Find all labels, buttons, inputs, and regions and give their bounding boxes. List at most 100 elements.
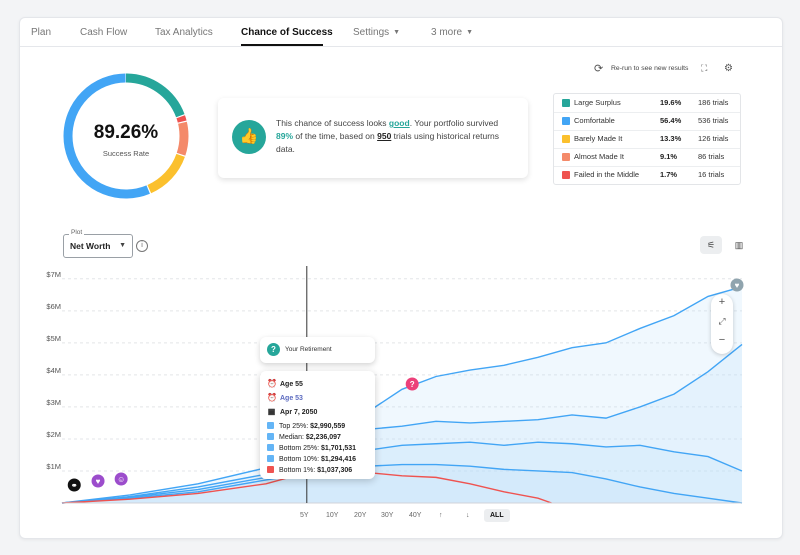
tab-plan[interactable]: Plan	[31, 27, 52, 38]
y-tick-label: $5M	[46, 334, 61, 343]
outcome-trials: 536 trials	[698, 116, 729, 125]
event-marker-icon[interactable]	[67, 478, 81, 492]
zoom-out-button[interactable]: −	[718, 334, 726, 346]
swatch	[267, 444, 274, 451]
range-all-button[interactable]: ALL	[484, 509, 510, 522]
tooltip-age-spouse-text: Age 53	[280, 395, 303, 402]
outcome-name: Failed in the Middle	[574, 170, 640, 179]
success-message: This chance of success looks good. Your …	[276, 117, 516, 156]
chart-settings-sliders-icon[interactable]: ⚟	[700, 236, 722, 254]
outcome-percent: 13.3%	[660, 134, 682, 143]
event-marker-icon-glyph: ☺	[117, 475, 125, 484]
outcome-name: Almost Made It	[574, 152, 625, 161]
donut-segment	[63, 73, 189, 199]
series-area	[62, 286, 742, 503]
zoom-in-button[interactable]: +	[718, 296, 726, 308]
outcome-trials: 86 trials	[698, 152, 725, 161]
tooltip-row-label: Median:	[279, 434, 306, 441]
plot-select-value: Net Worth	[70, 241, 111, 251]
chevron-down-icon: ▼	[119, 242, 126, 249]
event-marker-icon[interactable]	[114, 472, 128, 486]
event-marker-icon-glyph: ♥	[96, 477, 101, 486]
y-tick-label: $1M	[46, 462, 61, 471]
tooltip-age-primary-text: Age 55	[280, 381, 303, 388]
plot-select-label: Plot	[69, 229, 85, 236]
range-40y-button[interactable]: 40Y	[409, 512, 422, 519]
tooltip-row-value: $2,990,559	[310, 423, 346, 430]
message-percent: 89%	[276, 131, 294, 141]
range-20y-button[interactable]: 20Y	[354, 512, 367, 519]
zoom-control: + ⤢ −	[711, 294, 733, 354]
outcome-percent: 19.6%	[660, 98, 682, 107]
shield-heart-icon[interactable]	[730, 278, 744, 292]
outcome-swatch	[562, 117, 570, 125]
columns-view-icon[interactable]: ▥	[734, 240, 744, 250]
tooltip-row-label: Bottom 1%:	[279, 467, 318, 474]
tooltip-row-value: $2,236,097	[305, 434, 341, 441]
tab-settings-label: Settings	[353, 27, 390, 38]
outcome-row: Almost Made It 9.1% 86 trials	[554, 148, 740, 167]
outcome-row: Large Surplus 19.6% 186 trials	[554, 94, 740, 113]
retirement-tooltip-label: Your Retirement	[285, 346, 332, 353]
thumbs-up-icon: 👍	[232, 120, 266, 154]
refresh-icon[interactable]: ⟳	[594, 63, 604, 75]
message-good-link[interactable]: good	[388, 118, 410, 128]
tab-more-label: 3 more	[431, 27, 463, 38]
success-rate-value: 89.26%	[93, 122, 159, 143]
success-message-card: 👍 This chance of success looks good. You…	[218, 98, 528, 178]
outcome-percent: 9.1%	[660, 152, 678, 161]
message-text: . Your portfolio survived	[409, 118, 499, 128]
donut-segment	[63, 73, 189, 199]
outcome-swatch	[562, 171, 570, 179]
series-line	[61, 441, 743, 504]
series-area	[62, 464, 742, 503]
tooltip-row-median: Median: $2,236,097	[267, 433, 341, 441]
message-trials-link[interactable]: 950	[377, 131, 392, 141]
tab-more[interactable]: 3 more ▼	[431, 27, 473, 38]
tooltip-date: ▦ Apr 7, 2050	[267, 407, 318, 416]
y-tick-label: $7M	[46, 270, 61, 279]
range-10y-button[interactable]: 10Y	[326, 512, 339, 519]
outcome-row: Barely Made It 13.3% 126 trials	[554, 130, 740, 149]
zoom-fit-button[interactable]: ⤢	[718, 316, 726, 326]
donut-segment	[63, 73, 189, 199]
chevron-down-icon: ▼	[466, 29, 474, 36]
series-area	[62, 344, 742, 503]
range-30y-button[interactable]: 30Y	[381, 512, 394, 519]
plot-select[interactable]: Plot Net Worth ▼	[63, 229, 133, 258]
outcome-trials: 126 trials	[698, 134, 729, 143]
outcome-swatch	[562, 153, 570, 161]
gear-icon[interactable]: ⚙	[724, 63, 733, 74]
message-text: trials using historical returns data.	[276, 131, 500, 154]
calendar-icon: ▦	[267, 407, 276, 416]
message-text: This chance of success looks	[276, 118, 389, 128]
series-area	[62, 442, 742, 503]
scroll-down-button[interactable]: ↓	[466, 512, 470, 519]
event-marker-icon[interactable]	[91, 474, 105, 488]
question-icon: ?	[267, 343, 280, 356]
outcome-name: Barely Made It	[574, 134, 623, 143]
outcome-table: Large Surplus 19.6% 186 trials Comfortable 5…	[553, 93, 741, 185]
data-tooltip: ⏰ Age 55 ⏰ Age 53 ▦ Apr 7, 2050 Top 25%: $2…	[260, 371, 375, 479]
scroll-up-button[interactable]: ↑	[439, 512, 443, 519]
event-marker-icon[interactable]	[405, 377, 419, 391]
tab-cash-flow[interactable]: Cash Flow	[80, 27, 128, 38]
outcome-swatch	[562, 135, 570, 143]
outcome-trials: 16 trials	[698, 170, 725, 179]
tooltip-row-bottom1: Bottom 1%: $1,037,306	[267, 466, 352, 474]
series-line	[61, 343, 743, 504]
tooltip-row-bottom10: Bottom 10%: $1,294,416	[267, 455, 356, 463]
outcome-name: Large Surplus	[574, 98, 621, 107]
series-line	[61, 286, 743, 504]
fullscreen-icon[interactable]: ⛶	[701, 63, 708, 73]
tab-chance-of-success[interactable]: Chance of Success	[241, 27, 333, 38]
tab-tax-analytics[interactable]: Tax Analytics	[155, 27, 213, 38]
rerun-button[interactable]: Re-run to see new results	[611, 65, 689, 72]
tab-settings[interactable]: Settings ▼	[353, 27, 400, 38]
outcome-name: Comfortable	[574, 116, 615, 125]
info-icon[interactable]: i	[136, 240, 148, 252]
range-5y-button[interactable]: 5Y	[300, 512, 309, 519]
outcome-percent: 56.4%	[660, 116, 682, 125]
y-tick-label: $2M	[46, 430, 61, 439]
tooltip-row-label: Bottom 10%:	[279, 456, 322, 463]
